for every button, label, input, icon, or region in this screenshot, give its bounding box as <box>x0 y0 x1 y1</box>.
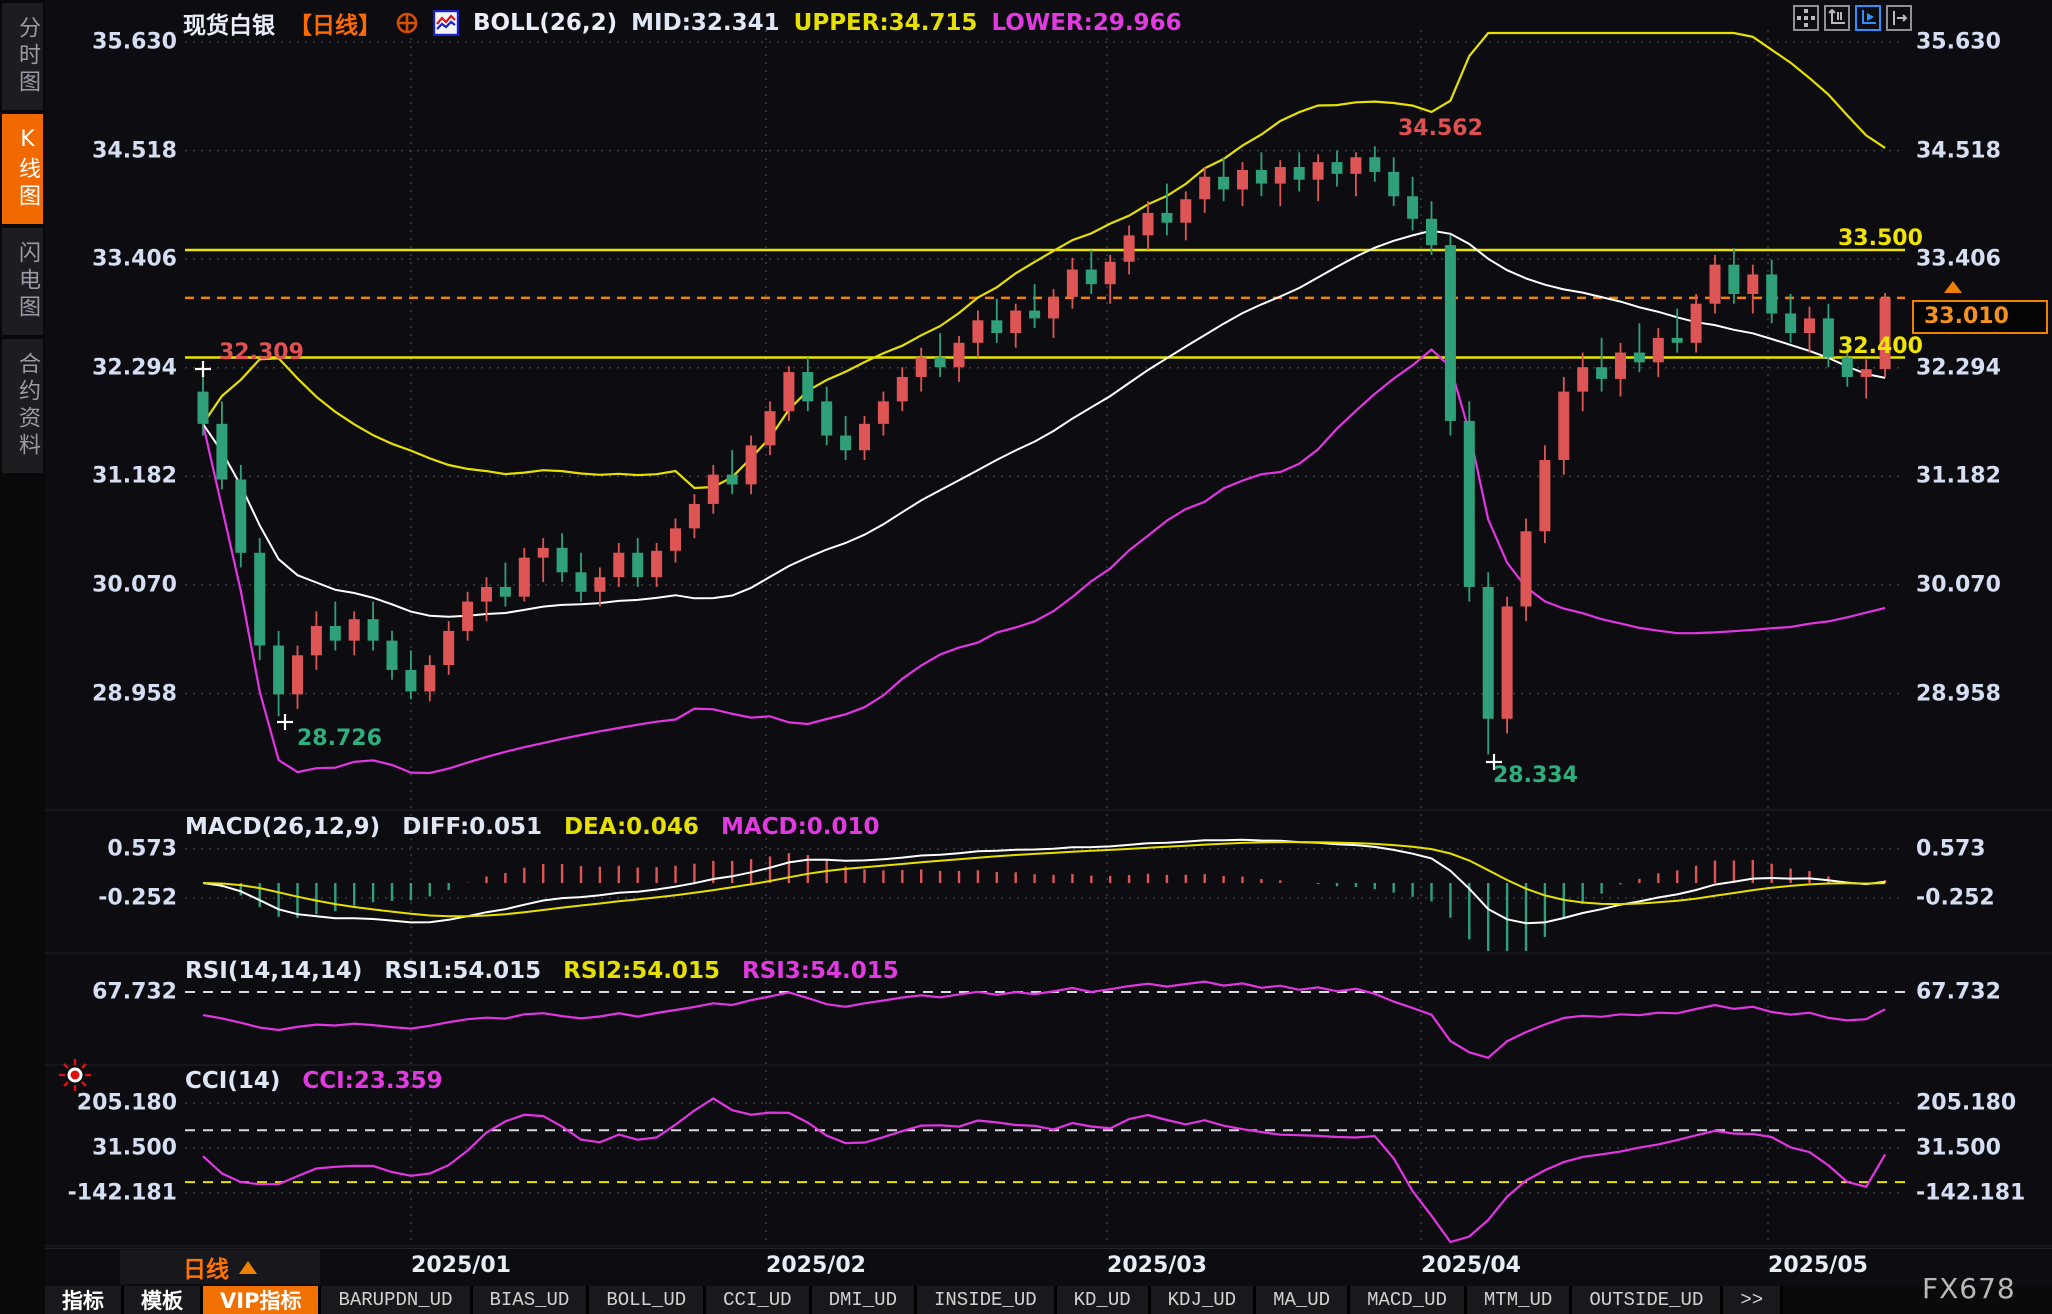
y-axis-tick: -0.252 <box>1916 885 1995 911</box>
y-axis-tick: 0.573 <box>1916 836 1986 862</box>
macd-macd-value: MACD:0.010 <box>720 814 880 840</box>
y-axis-tick: 31.182 <box>1916 463 2001 489</box>
last-price-arrow-icon <box>1944 281 1962 293</box>
y-axis-tick: 33.406 <box>92 246 177 272</box>
y-axis-tick: 30.070 <box>1916 572 2001 598</box>
symbol-name: 现货白银 <box>183 13 275 39</box>
tab--[interactable]: 模板 <box>124 1286 203 1314</box>
sidebar-item-kline-chart[interactable]: K线图 <box>2 114 43 224</box>
axis-scale-button[interactable] <box>1824 5 1850 31</box>
x-axis-label: 2025/03 <box>1107 1253 1207 1278</box>
indicator-tab-bar: 指标 模板 VIP指标 BARUPDN_UD BIAS_UD BOLL_UD CCI_UD D… <box>45 1286 2052 1314</box>
tab-ma_ud[interactable]: MA_UD <box>1256 1286 1351 1314</box>
macd-panel-header: MACD(26,12,9) DIFF:0.051 DEA:0.046 MACD:… <box>185 814 880 840</box>
tab-barupdn_ud[interactable]: BARUPDN_UD <box>321 1286 473 1314</box>
swing-high-label: 34.562 <box>1398 116 1483 141</box>
tab-bias_ud[interactable]: BIAS_UD <box>472 1286 590 1314</box>
tab-boll_ud[interactable]: BOLL_UD <box>589 1286 707 1314</box>
watermark: FX678 <box>1922 1272 2016 1305</box>
y-axis-tick: 35.630 <box>1916 29 2001 55</box>
tab-inside_ud[interactable]: INSIDE_UD <box>917 1286 1057 1314</box>
y-axis-tick: 31.500 <box>92 1135 177 1161</box>
chart-toolbar <box>1793 5 1912 31</box>
boll-mid-value: MID:32.341 <box>631 10 780 36</box>
resistance-level-label: 33.500 <box>1838 226 1923 251</box>
tab--[interactable]: 指标 <box>45 1286 124 1314</box>
pan-mode-button[interactable] <box>1793 5 1819 31</box>
macd-title: MACD(26,12,9) <box>185 814 381 840</box>
crash-low-label: 28.334 <box>1493 763 1578 788</box>
x-axis-row <box>45 1248 2052 1287</box>
period-selector[interactable]: 日线 <box>120 1250 320 1284</box>
rsi3-value: RSI3:54.015 <box>741 958 899 984</box>
y-axis-tick: -0.252 <box>98 885 177 911</box>
y-axis-tick: 31.182 <box>92 463 177 489</box>
support-level-label: 32.400 <box>1838 334 1923 359</box>
boll-label: BOLL(26,2) <box>473 10 618 36</box>
y-axis-tick: 0.573 <box>107 836 177 862</box>
period-label: 日线 <box>183 1257 229 1283</box>
y-axis-tick: -142.181 <box>1916 1180 2026 1206</box>
tab-vip-[interactable]: VIP指标 <box>203 1286 322 1314</box>
hot-marker-icon <box>58 1058 92 1096</box>
y-axis-tick: 34.518 <box>92 138 177 164</box>
sidebar: 分时图 K线图 闪电图 合约资料 <box>0 0 45 1314</box>
rsi-title: RSI(14,14,14) <box>185 958 363 984</box>
tab-kdj_ud[interactable]: KDJ_UD <box>1150 1286 1257 1314</box>
cci-title: CCI(14) <box>185 1068 281 1094</box>
rsi2-value: RSI2:54.015 <box>563 958 720 984</box>
y-axis-tick: 67.732 <box>1916 979 2001 1005</box>
y-axis-tick: 32.294 <box>1916 355 2001 381</box>
tab-kd_ud[interactable]: KD_UD <box>1056 1286 1151 1314</box>
boll-lower-value: LOWER:29.966 <box>991 10 1182 36</box>
sidebar-item-minute-chart[interactable]: 分时图 <box>2 3 43 110</box>
y-axis-tick: 33.406 <box>1916 246 2001 272</box>
tab-outside_ud[interactable]: OUTSIDE_UD <box>1572 1286 1724 1314</box>
snap-right-edge-button[interactable] <box>1886 5 1912 31</box>
rsi1-value: RSI1:54.015 <box>384 958 542 984</box>
y-axis-tick: 34.518 <box>1916 138 2001 164</box>
rsi-panel-header: RSI(14,14,14) RSI1:54.015 RSI2:54.015 RS… <box>185 958 899 984</box>
y-axis-tick: 205.180 <box>76 1090 177 1116</box>
swing-low-label: 28.726 <box>297 726 382 751</box>
macd-dea-value: DEA:0.046 <box>563 814 699 840</box>
auto-follow-button[interactable] <box>1855 5 1881 31</box>
y-axis-tick: 28.958 <box>1916 681 2001 707</box>
y-axis-tick: -142.181 <box>67 1180 177 1206</box>
tab-macd_ud[interactable]: MACD_UD <box>1350 1286 1467 1314</box>
tab-dmi_ud[interactable]: DMI_UD <box>811 1286 917 1314</box>
sidebar-item-flash-chart[interactable]: 闪电图 <box>2 228 43 335</box>
y-axis-tick: 30.070 <box>92 572 177 598</box>
y-axis-tick: 31.500 <box>1916 1135 2001 1161</box>
boll-upper-value: UPPER:34.715 <box>793 10 978 36</box>
y-axis-tick: 205.180 <box>1916 1090 2017 1116</box>
cci-panel-header: CCI(14) CCI:23.359 <box>185 1068 443 1094</box>
x-axis-label: 2025/04 <box>1421 1253 1521 1278</box>
x-axis-label: 2025/02 <box>766 1253 866 1278</box>
cci-value: CCI:23.359 <box>302 1068 443 1094</box>
indicator-chart-icon[interactable] <box>433 10 459 36</box>
tab-cci_ud[interactable]: CCI_UD <box>706 1286 812 1314</box>
y-axis-tick: 28.958 <box>92 681 177 707</box>
period-tag: 【日线】 <box>289 13 381 39</box>
sidebar-item-contract-info[interactable]: 合约资料 <box>2 339 43 473</box>
y-axis-tick: 32.294 <box>92 355 177 381</box>
period-dropdown-arrow-icon <box>239 1260 257 1274</box>
macd-diff-value: DIFF:0.051 <box>402 814 542 840</box>
last-price-box: 33.010 <box>1912 300 2048 334</box>
tab--[interactable]: >> <box>1723 1286 1784 1314</box>
y-axis-tick: 35.630 <box>92 29 177 55</box>
chart-header: 现货白银 【日线】 BOLL(26,2) MID:32.341 UPPER:34… <box>183 6 1182 40</box>
x-axis-label: 2025/01 <box>411 1253 511 1278</box>
crosshair-target-icon[interactable] <box>395 11 419 35</box>
x-axis-label: 2025/05 <box>1768 1253 1868 1278</box>
y-axis-tick: 67.732 <box>92 979 177 1005</box>
tab-mtm_ud[interactable]: MTM_UD <box>1466 1286 1573 1314</box>
left-close-label: 32.309 <box>219 340 304 365</box>
